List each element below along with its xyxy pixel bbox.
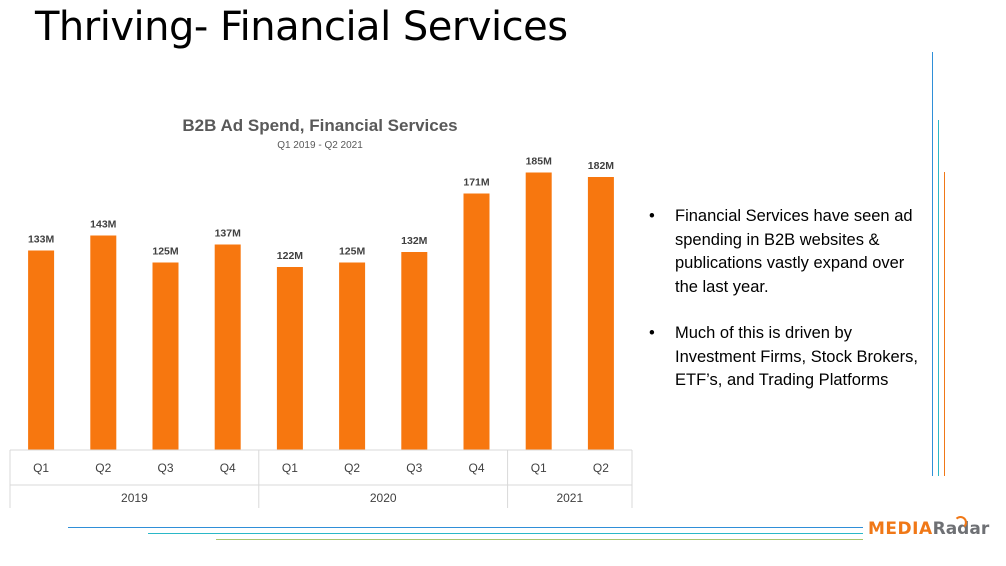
data-label: 125M [152, 246, 179, 258]
accent-line-vertical [944, 172, 945, 476]
x-tick-label: Q2 [95, 461, 111, 475]
x-tick-label: Q3 [157, 461, 173, 475]
data-label: 143M [90, 219, 117, 231]
data-label: 185M [526, 156, 553, 168]
bullet-list: Financial Services have seen ad spending… [648, 205, 923, 416]
group-label: 2019 [121, 491, 148, 505]
logo-text-media: MEDIA [868, 519, 933, 539]
bar [525, 172, 552, 450]
bar [152, 262, 179, 450]
logo-text-radar: Radar [932, 519, 990, 539]
x-tick-label: Q2 [344, 461, 360, 475]
radar-signal-icon [954, 516, 967, 529]
x-tick-label: Q1 [33, 461, 49, 475]
chart-svg: B2B Ad Spend, Financial Services Q1 2019 … [9, 116, 633, 508]
x-tick-label: Q4 [220, 461, 236, 475]
bullet-item: Financial Services have seen ad spending… [648, 205, 923, 299]
bar [90, 235, 117, 450]
x-tick-label: Q1 [282, 461, 298, 475]
x-tick-label: Q4 [468, 461, 484, 475]
bar [401, 252, 428, 450]
x-tick-label: Q3 [406, 461, 422, 475]
bullet-item: Much of this is driven by Investment Fir… [648, 322, 923, 393]
data-label: 171M [463, 177, 490, 189]
chart-title: B2B Ad Spend, Financial Services [182, 116, 457, 135]
accent-line-vertical [938, 120, 939, 476]
data-label: 132M [401, 235, 428, 247]
accent-line-horizontal [68, 527, 863, 528]
x-tick-label: Q1 [531, 461, 547, 475]
bar [339, 262, 366, 450]
accent-line-horizontal [216, 539, 863, 540]
data-label: 122M [277, 250, 304, 262]
data-label: 133M [28, 234, 55, 246]
accent-line-vertical [932, 52, 933, 476]
bar [276, 267, 303, 450]
mediaradar-logo: MEDIARadar [868, 516, 990, 549]
bar-chart: B2B Ad Spend, Financial Services Q1 2019 … [0, 100, 640, 520]
x-tick-label: Q2 [593, 461, 609, 475]
data-label: 182M [588, 160, 615, 172]
bar [214, 244, 241, 450]
bar [28, 250, 55, 450]
data-label: 137M [215, 228, 242, 240]
slide-title: Thriving- Financial Services [35, 4, 568, 50]
accent-line-horizontal [148, 533, 863, 534]
data-label: 125M [339, 246, 366, 258]
bar [587, 177, 614, 450]
chart-subtitle: Q1 2019 - Q2 2021 [277, 140, 363, 151]
group-label: 2020 [370, 491, 397, 505]
bar [463, 193, 490, 450]
group-label: 2021 [556, 491, 583, 505]
